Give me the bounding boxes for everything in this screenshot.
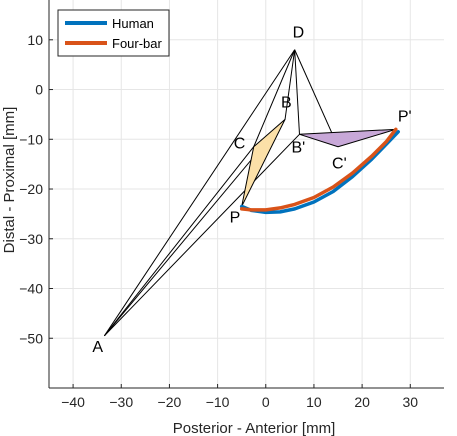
x-tick-label: 30 [402,394,418,410]
legend-label: Four-bar [112,36,163,51]
point-label-p-prime: P' [398,108,412,125]
x-tick-label: 20 [354,394,370,410]
point-labels: A D B C P B' C' P' [92,25,411,356]
point-label-a: A [92,339,103,356]
coupler-triangle-initial [241,118,286,207]
x-tick-label: −40 [61,394,85,410]
y-axis-title: Distal - Proximal [mm] [1,107,18,254]
point-label-d: D [293,25,305,42]
tick-labels: −40 −30 −20 −10 0 10 20 30 10 0 −10 −20 −30 −40 −50 [19,32,418,410]
link-A-B' [104,133,300,337]
x-tick-label: 10 [306,394,322,410]
link-D-C [253,49,296,147]
coupler-triangle-final [298,128,397,148]
x-tick-label: −30 [109,394,133,410]
link-D-C' [294,49,339,147]
x-tick-label: −10 [206,394,230,410]
y-tick-label: −10 [19,131,43,147]
link-D-B' [294,49,300,135]
x-tick-label: 0 [262,394,270,410]
x-tick-label: −20 [158,394,182,410]
link-A-D [103,49,296,337]
point-label-c-prime: C' [332,156,347,173]
y-tick-label: 10 [27,32,43,48]
series-line-human [239,130,400,215]
y-tick-label: −50 [19,330,43,346]
legend-label: Human [112,16,154,31]
y-tick-label: 0 [35,82,43,98]
data-series [239,127,400,215]
link-D-B [284,49,296,120]
point-label-b: B [281,94,292,111]
point-label-c: C [234,136,246,153]
series-line-four-bar [239,127,398,212]
y-tick-label: −30 [19,231,43,247]
y-tick-label: −20 [19,181,43,197]
legend-box [57,9,170,57]
legend: Human Four-bar [57,9,170,57]
point-label-p: P [230,209,241,226]
point-label-b-prime: B' [291,139,305,156]
coupler-triangles [241,118,397,207]
x-axis-title: Posterior - Anterior [mm] [173,420,336,436]
linkage-bars [103,49,339,337]
link-A-C [104,146,255,337]
axes [48,0,444,389]
y-tick-label: −40 [19,281,43,297]
